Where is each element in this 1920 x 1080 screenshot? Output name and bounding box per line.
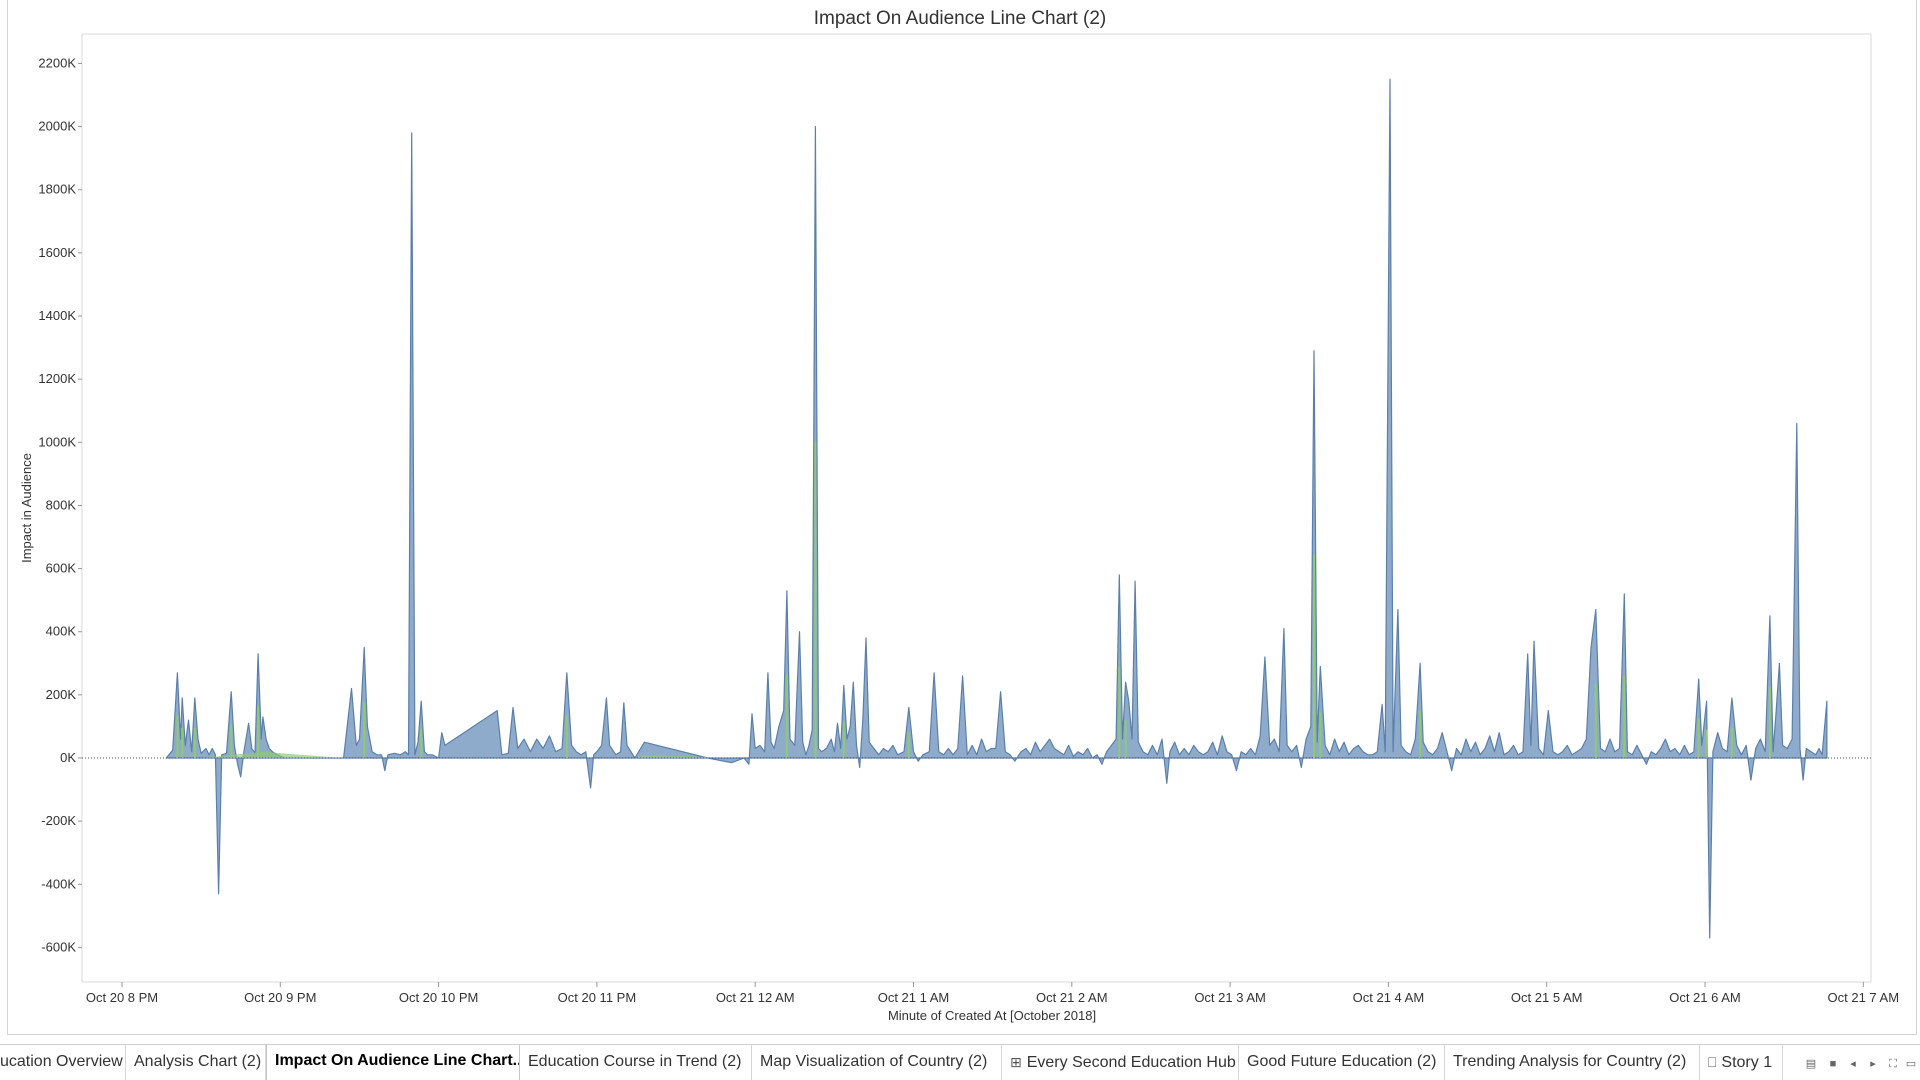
fullscreen-icon[interactable]: ⛶	[1889, 1058, 1897, 1070]
sheet-tab-label: Every Second Education Hub	[1026, 1054, 1236, 1071]
sheet-tab-label: Story 1	[1721, 1054, 1773, 1071]
y-tick-label: 2200K	[38, 55, 76, 70]
sheet-tab[interactable]: Trending Analysis for Country (2)	[1445, 1045, 1700, 1080]
chart-frame	[7, 0, 1917, 1035]
sheet-tab-label: Education Course in Trend (2)	[528, 1053, 742, 1070]
y-axis: 2200K 2000K 1800K 1600K 1400K 1200K 1000K 800K 6…	[38, 55, 82, 954]
scroll-left-icon[interactable]: ◂	[1850, 1058, 1856, 1070]
series-area	[165, 78, 1828, 939]
sheet-tab[interactable]: Impact On Audience Line Chart...	[266, 1045, 520, 1080]
sheet-tab[interactable]: ⊞ Every Second Education Hub	[1002, 1045, 1239, 1080]
y-tick-label: 1800K	[38, 182, 76, 197]
sheet-tab[interactable]: Education Course in Trend (2)	[520, 1045, 752, 1080]
x-tick-label: Oct 21 1 AM	[878, 990, 950, 1005]
presentation-icon[interactable]: ▭	[1905, 1058, 1917, 1070]
chart: Impact On Audience Line Chart (2) 2200K2…	[19, 8, 1899, 1023]
sheet-tab-label: Good Future Education (2)	[1247, 1053, 1437, 1070]
plot-area-border	[81, 33, 1872, 983]
x-tick-label: Oct 21 6 AM	[1669, 990, 1741, 1005]
sheet-tab[interactable]: Analysis Chart (2)	[126, 1045, 266, 1080]
sheet-tab[interactable]: ucation Overview	[0, 1045, 126, 1080]
x-axis-title: Minute of Created At [October 2018]	[888, 1008, 1096, 1023]
story-icon: ⎕	[1708, 1054, 1717, 1070]
y-tick-label: 1000K	[38, 434, 76, 449]
y-tick-label: -200K	[41, 813, 76, 828]
x-tick-label: Oct 21 4 AM	[1353, 990, 1425, 1005]
y-tick-label: 1200K	[38, 371, 76, 386]
x-tick-label: Oct 21 7 AM	[1828, 990, 1900, 1005]
y-tick-label: 2000K	[38, 119, 76, 134]
sheet-tab-label: Impact On Audience Line Chart...	[275, 1052, 520, 1069]
y-tick-label: 400K	[46, 624, 77, 639]
show-tabs-icon[interactable]: ■	[1829, 1058, 1837, 1070]
y-tick-label: 600K	[46, 561, 77, 576]
sheet-tab[interactable]: ⎕ Story 1	[1700, 1045, 1783, 1080]
series-layer	[165, 78, 1828, 939]
sheet-tab[interactable]: Good Future Education (2)	[1239, 1045, 1445, 1080]
sheet-tab-label: ucation Overview	[0, 1053, 123, 1070]
secondary-series	[176, 442, 1771, 758]
x-tick-label: Oct 21 12 AM	[716, 990, 795, 1005]
x-axis: Oct 20 8 PM Oct 20 9 PM Oct 20 10 PM Oct 20…	[86, 982, 1899, 1005]
secondary-series-area	[201, 751, 740, 758]
y-tick-label: -600K	[41, 939, 76, 954]
sheet-tab-label: Map Visualization of Country (2)	[760, 1053, 988, 1070]
scroll-right-icon[interactable]: ▸	[1870, 1058, 1876, 1070]
dashboard-icon: ⊞	[1010, 1054, 1022, 1070]
x-tick-label: Oct 21 2 AM	[1036, 990, 1108, 1005]
sheet-tab-label: Trending Analysis for Country (2)	[1453, 1053, 1687, 1070]
y-tick-label: -400K	[41, 876, 76, 891]
y-tick-label: 1600K	[38, 245, 76, 260]
x-tick-label: Oct 20 10 PM	[399, 990, 478, 1005]
chart-title: Impact On Audience Line Chart (2)	[814, 8, 1107, 29]
tab-toolbar: ▤ ■ ◂ ▸ ⛶ ▭	[1800, 1045, 1920, 1080]
x-tick-label: Oct 21 3 AM	[1194, 990, 1266, 1005]
y-axis-title: Impact in Audience	[19, 453, 34, 563]
x-tick-label: Oct 20 11 PM	[558, 990, 637, 1005]
sheet-tab[interactable]: Map Visualization of Country (2)	[752, 1045, 1002, 1080]
sheet-tab-label: Analysis Chart (2)	[134, 1053, 262, 1070]
x-tick-label: Oct 20 8 PM	[86, 990, 158, 1005]
y-tick-label: 800K	[46, 497, 77, 512]
sheet-tab-bar: ucation Overview Analysis Chart (2) Impact…	[0, 1044, 1920, 1080]
y-tick-label: 0K	[60, 750, 76, 765]
x-tick-label: Oct 20 9 PM	[244, 990, 316, 1005]
y-tick-label: 200K	[46, 687, 77, 702]
y-tick-label: 1400K	[38, 308, 76, 323]
show-filmstrip-icon[interactable]: ▤	[1805, 1058, 1817, 1070]
x-tick-label: Oct 21 5 AM	[1511, 990, 1583, 1005]
